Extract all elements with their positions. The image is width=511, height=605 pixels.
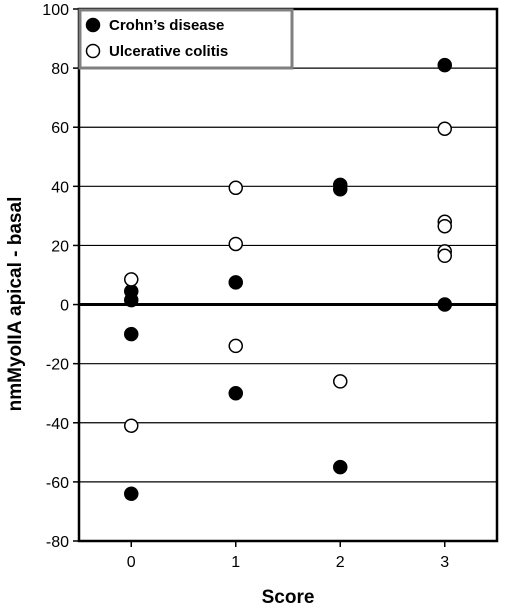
x-tick-label: 0	[127, 554, 136, 571]
legend: Crohn’s disease Ulcerative colitis	[78, 8, 294, 70]
y-tick-label: 40	[51, 179, 69, 196]
crohns-point	[228, 385, 243, 401]
y-tick-label: -60	[46, 475, 69, 492]
ulcerative-colitis-point	[437, 248, 452, 264]
y-tick-label: 80	[51, 61, 69, 78]
crohns-point	[437, 57, 452, 73]
y-tick-label: 100	[42, 2, 69, 19]
y-tick-label: 0	[60, 298, 69, 315]
x-axis-title: Score	[262, 587, 315, 605]
ulcerative-colitis-point	[228, 180, 243, 196]
ulcerative-colitis-point	[124, 418, 139, 433]
x-tick-label: 1	[231, 554, 240, 571]
legend-marker-ulcerative-colitis	[85, 43, 101, 59]
y-tick-label: 20	[51, 238, 69, 255]
crohns-point	[333, 182, 348, 197]
crohns-point	[124, 486, 139, 501]
ulcerative-colitis-point	[124, 272, 139, 287]
legend-box	[78, 8, 294, 70]
y-tick-label: 60	[51, 120, 69, 137]
x-tick-label: 3	[440, 554, 449, 571]
ulcerative-colitis-point	[437, 121, 452, 136]
y-tick-labels: -80 -60 -40 -20 0 20 40 60 80 100	[42, 2, 69, 551]
crohns-point	[437, 297, 452, 312]
legend-label: Crohn’s disease	[109, 17, 224, 34]
gridlines	[79, 67, 497, 483]
crohns-point	[124, 326, 139, 342]
crohns-point	[124, 292, 139, 308]
ulcerative-colitis-point	[333, 374, 348, 389]
ulcerative-colitis-point	[228, 236, 243, 252]
y-axis-title: nmMyoIIA apical - basal	[5, 197, 26, 412]
y-tick-label: -20	[46, 357, 69, 374]
ulcerative-colitis-point	[228, 338, 243, 354]
data-points	[124, 57, 452, 501]
ulcerative-colitis-point	[437, 218, 452, 234]
plot-frame	[77, 7, 499, 543]
y-tick-label: -80	[46, 534, 69, 551]
y-tick-label: -40	[46, 416, 69, 433]
legend-marker-crohns	[85, 17, 101, 33]
legend-label: Ulcerative colitis	[109, 43, 228, 60]
crohns-point	[228, 275, 243, 290]
crohns-point	[333, 459, 348, 475]
x-tick-labels: 0 1 2 3	[127, 554, 450, 571]
x-tick-label: 2	[336, 554, 345, 571]
